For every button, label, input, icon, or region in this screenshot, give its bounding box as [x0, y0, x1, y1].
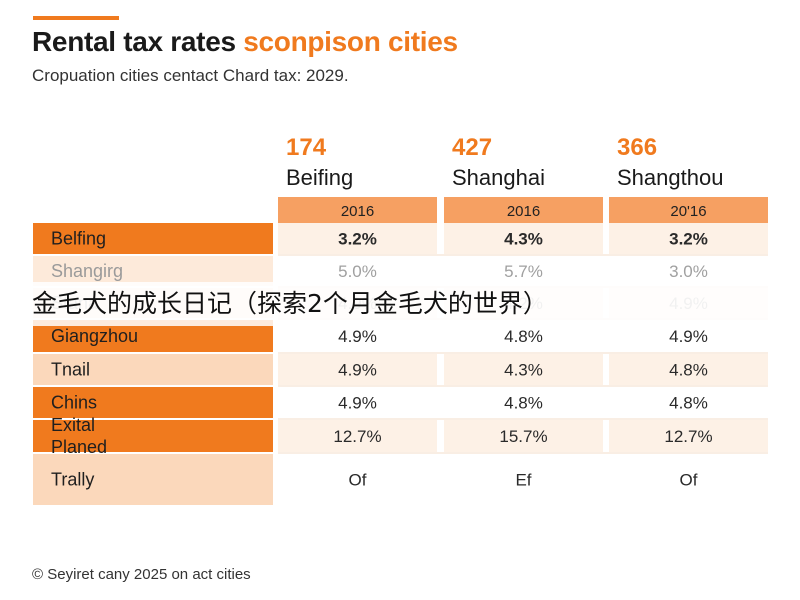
cell-value-0-1: 4.3% — [504, 230, 543, 249]
column-year-band-1 — [444, 197, 603, 223]
column-number-2: 366 — [617, 134, 657, 161]
cell-value-1-0: 5.0% — [338, 262, 377, 281]
row-label-cell-1 — [33, 256, 273, 286]
cell-bg-5-1 — [444, 387, 603, 418]
row-label-0: Belfing — [51, 229, 106, 249]
cell-bg-0-1 — [444, 223, 603, 254]
cell-bg-6-2 — [609, 420, 768, 452]
column-year-2: 20'16 — [670, 203, 706, 220]
row-label-4: Tnail — [51, 360, 90, 380]
column-city-2: Shangthou — [617, 165, 723, 190]
column-number-0: 174 — [286, 134, 327, 161]
row-label-5: Chins — [51, 393, 97, 413]
row-label-1: Shangirg — [51, 261, 123, 281]
cell-value-4-2: 4.8% — [669, 361, 708, 380]
cell-bg-7-0 — [278, 454, 437, 505]
cell-bg-5-2 — [609, 387, 768, 418]
cell-value-3-0: 4.9% — [338, 327, 377, 346]
cell-bg-4-1 — [444, 354, 603, 385]
row-label-6: Exital Planed — [51, 415, 107, 457]
cell-value-4-0: 4.9% — [338, 361, 377, 380]
cell-bg-4-2 — [609, 354, 768, 385]
cell-value-3-1: 4.8% — [504, 327, 543, 346]
cell-bg-7-2 — [609, 454, 768, 505]
chart-title-accent: sconpison cities — [243, 26, 458, 57]
cell-value-6-2: 12.7% — [664, 427, 712, 446]
source-footer: © Seyiret cany 2025 on act cities — [32, 566, 251, 583]
cell-bg-5-0 — [278, 387, 437, 418]
column-city-1: Shanghai — [452, 165, 545, 190]
column-city-0: Beifing — [286, 165, 353, 190]
cell-value-3-2: 4.9% — [669, 327, 708, 346]
cell-value-7-2: Of — [680, 471, 698, 490]
row-label-cell-5 — [33, 387, 273, 418]
column-year-band-2 — [609, 197, 768, 223]
title-accent-bar — [33, 16, 119, 20]
cell-value-1-1: 5.7% — [504, 262, 543, 281]
cell-bg-0-0 — [278, 223, 437, 254]
column-year-0: 2016 — [341, 203, 374, 220]
column-number-1: 427 — [452, 134, 492, 161]
column-year-band-0 — [278, 197, 437, 223]
cell-value-1-2: 3.0% — [669, 262, 708, 281]
chart-title-main: Rental tax rates — [32, 26, 244, 57]
cell-value-6-0: 12.7% — [333, 427, 381, 446]
cell-bg-6-0 — [278, 420, 437, 452]
row-label-3: Giangzhou — [51, 326, 138, 346]
cell-value-7-1: Ef — [515, 471, 531, 490]
cell-value-5-1: 4.8% — [504, 394, 543, 413]
watermark-caption: 金毛犬的成长日记（探索2个月金毛犬的世界） — [0, 282, 800, 326]
row-label-7: Trally — [51, 470, 94, 490]
cell-bg-1-0 — [278, 256, 437, 286]
cell-bg-4-0 — [278, 354, 437, 385]
chart-title: Rental tax rates sconpison cities — [32, 26, 458, 58]
cell-bg-7-1 — [444, 454, 603, 505]
row-label-cell-0 — [33, 223, 273, 254]
column-year-1: 2016 — [507, 203, 540, 220]
row-label-cell-6 — [33, 420, 273, 452]
cell-bg-1-2 — [609, 256, 768, 286]
cell-value-0-0: 3.2% — [338, 230, 377, 249]
cell-bg-1-1 — [444, 256, 603, 286]
chart-subtitle: Cropuation cities centact Chard tax: 202… — [32, 66, 349, 85]
cell-value-5-0: 4.9% — [338, 394, 377, 413]
cell-value-7-0: Of — [349, 471, 367, 490]
cell-bg-0-2 — [609, 223, 768, 254]
cell-value-6-1: 15.7% — [499, 427, 547, 446]
row-label-cell-4 — [33, 354, 273, 385]
cell-bg-6-1 — [444, 420, 603, 452]
cell-value-4-1: 4.3% — [504, 361, 543, 380]
row-label-cell-7 — [33, 454, 273, 505]
cell-value-0-2: 3.2% — [669, 230, 708, 249]
cell-value-5-2: 4.8% — [669, 394, 708, 413]
